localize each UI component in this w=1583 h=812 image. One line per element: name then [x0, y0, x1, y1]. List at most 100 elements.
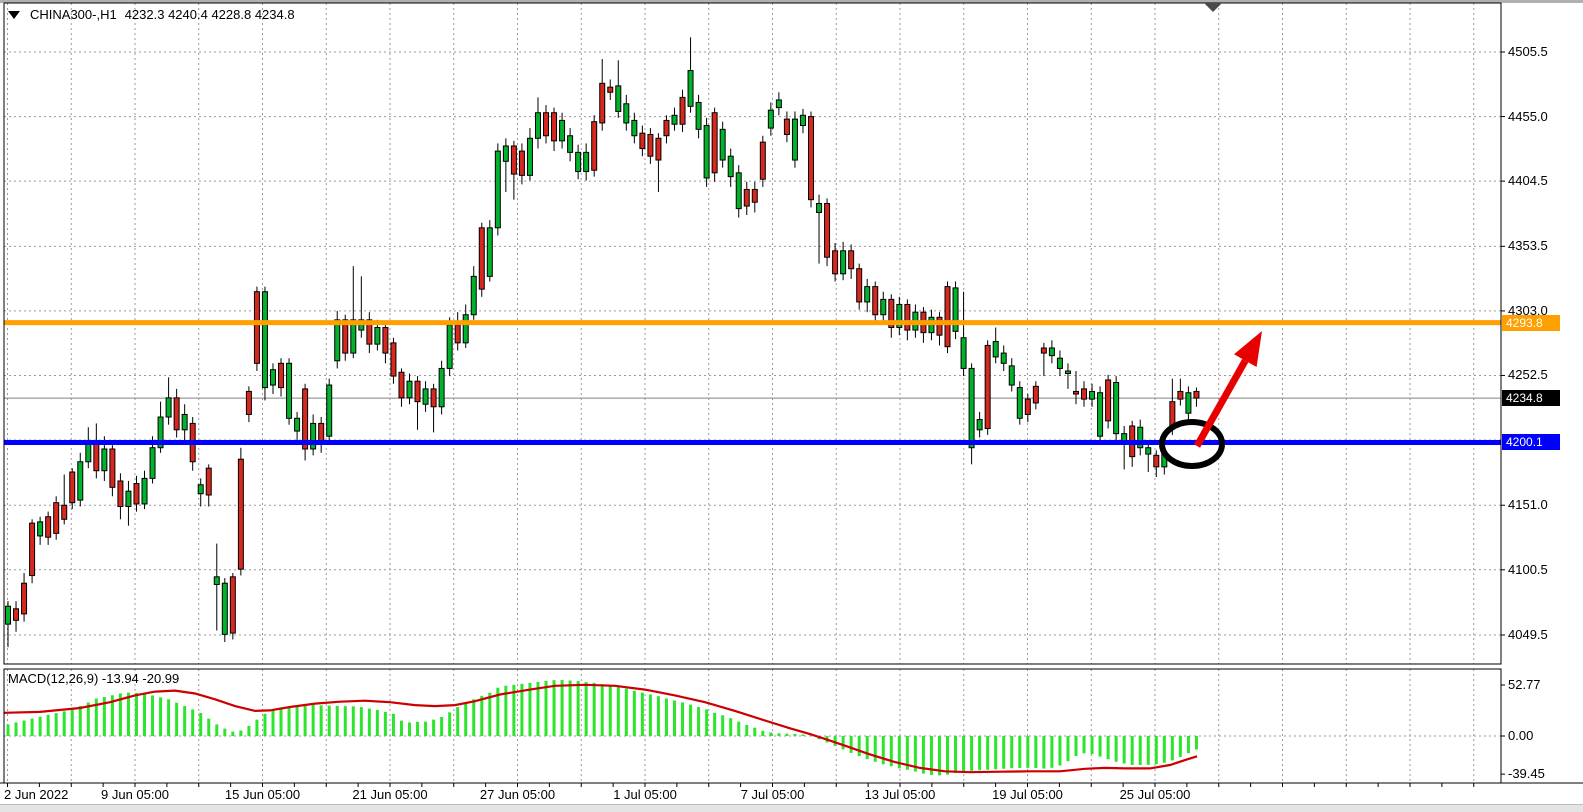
candle-bull	[1016, 387, 1023, 419]
candle-bull	[631, 119, 638, 137]
candle-bull	[1064, 370, 1071, 375]
candle-bear	[904, 304, 911, 331]
candle-bear	[888, 298, 895, 329]
candle-bull	[1000, 352, 1007, 364]
candle-bull	[735, 172, 742, 210]
candle-bear	[872, 286, 879, 316]
candle-bull	[422, 388, 429, 405]
candle-bull	[157, 416, 164, 449]
time-axis-label: 25 Jul 05:00	[1119, 787, 1191, 802]
candle-bull	[880, 298, 887, 316]
price-tag-4293.8: 4293.8	[1502, 314, 1560, 331]
candle-bear	[1040, 347, 1047, 354]
candle-bear	[1105, 379, 1112, 422]
candle-bull	[494, 150, 501, 229]
candle-bear	[1024, 398, 1031, 415]
candle-bull	[567, 135, 574, 153]
candle-bear	[318, 422, 325, 444]
candle-bear	[342, 319, 349, 354]
chart-shift-marker-icon[interactable]	[1204, 3, 1222, 12]
candle-bull	[334, 319, 341, 362]
candle-bull	[37, 521, 44, 537]
candle-bear	[61, 504, 68, 520]
candle-bull	[77, 461, 84, 501]
macd-axis-label: 52.77	[1508, 677, 1541, 693]
candle-bear	[599, 82, 606, 124]
trend-arrow-head[interactable]	[1234, 331, 1262, 367]
candle-bull	[446, 324, 453, 369]
macd-panel[interactable]	[4, 669, 1501, 783]
candle-bull	[462, 314, 469, 344]
candle-bear	[944, 286, 951, 348]
candle-bear	[510, 145, 517, 175]
candle-bull	[952, 287, 959, 332]
candle-bear	[543, 112, 550, 137]
candle-bear	[366, 319, 373, 345]
candle-bull	[767, 109, 774, 129]
candle-bull	[350, 319, 357, 354]
time-axis-label: 15 Jun 05:00	[224, 787, 301, 802]
candle-bull	[286, 362, 293, 419]
candle-bull	[125, 490, 132, 508]
candle-bear	[205, 467, 212, 496]
candle-bear	[808, 116, 814, 201]
time-axis-label: 1 Jul 05:00	[613, 787, 677, 802]
candle-bull	[534, 112, 541, 139]
macd-axis-label: 0.00	[1508, 728, 1534, 743]
price-tag-4200.1: 4200.1	[1502, 434, 1560, 451]
candle-bear	[382, 327, 389, 354]
candle-bear	[518, 150, 525, 176]
candle-bull	[791, 118, 798, 161]
candle-bull	[559, 119, 566, 142]
price-axis-label: 4049.5	[1508, 627, 1548, 642]
price-tag-4234.8: 4234.8	[1502, 390, 1560, 407]
candle-bear	[1153, 454, 1160, 468]
candle-bear	[984, 344, 991, 430]
candle-bull	[816, 203, 823, 213]
price-axis-label: 4252.5	[1508, 367, 1548, 383]
candle-bear	[69, 471, 76, 504]
highlight-ellipse[interactable]	[1159, 419, 1225, 469]
macd-axis-label: -39.45	[1508, 766, 1545, 782]
candle-bull	[269, 369, 276, 386]
candle-bull	[438, 367, 445, 408]
time-axis-label: 9 Jun 05:00	[101, 787, 169, 802]
candle-bull	[101, 448, 108, 472]
collapse-triangle-icon[interactable]	[8, 10, 20, 19]
price-axis-label: 4353.5	[1508, 238, 1548, 254]
main-chart-panel[interactable]	[4, 3, 1501, 664]
macd-indicator-label: MACD(12,26,9) -13.94 -20.99	[8, 671, 180, 686]
candle-bear	[647, 133, 654, 157]
candle-bear	[1032, 385, 1039, 404]
candle-bear	[783, 118, 790, 135]
price-axis-label: 4505.5	[1508, 44, 1548, 59]
candle-bear	[117, 480, 124, 508]
candle-bear	[759, 141, 766, 180]
candle-bear	[53, 502, 60, 534]
candle-bull	[470, 275, 477, 316]
candle-bear	[478, 227, 485, 290]
candle-bear	[173, 397, 180, 431]
candle-bear	[21, 582, 28, 615]
candle-bear	[591, 121, 598, 171]
trend-arrow-shaft[interactable]	[1193, 358, 1249, 448]
candle-bear	[1081, 388, 1088, 400]
candle-bear	[29, 522, 36, 577]
candle-bull	[976, 419, 983, 431]
candle-bull	[960, 337, 967, 369]
candle-bear	[430, 388, 437, 408]
candle-bull	[374, 327, 381, 345]
candle-bull	[583, 151, 590, 173]
macd-signal-line	[4, 683, 1198, 774]
candle-bear	[551, 112, 558, 142]
candle-bull	[486, 227, 493, 277]
macd-panel-frame	[3, 668, 1502, 784]
candle-bear	[253, 291, 260, 364]
candle-bull	[775, 99, 782, 109]
candle-bear	[93, 442, 100, 472]
candle-bear	[679, 96, 686, 125]
candle-bull	[526, 137, 533, 176]
candle-bull	[213, 576, 220, 585]
